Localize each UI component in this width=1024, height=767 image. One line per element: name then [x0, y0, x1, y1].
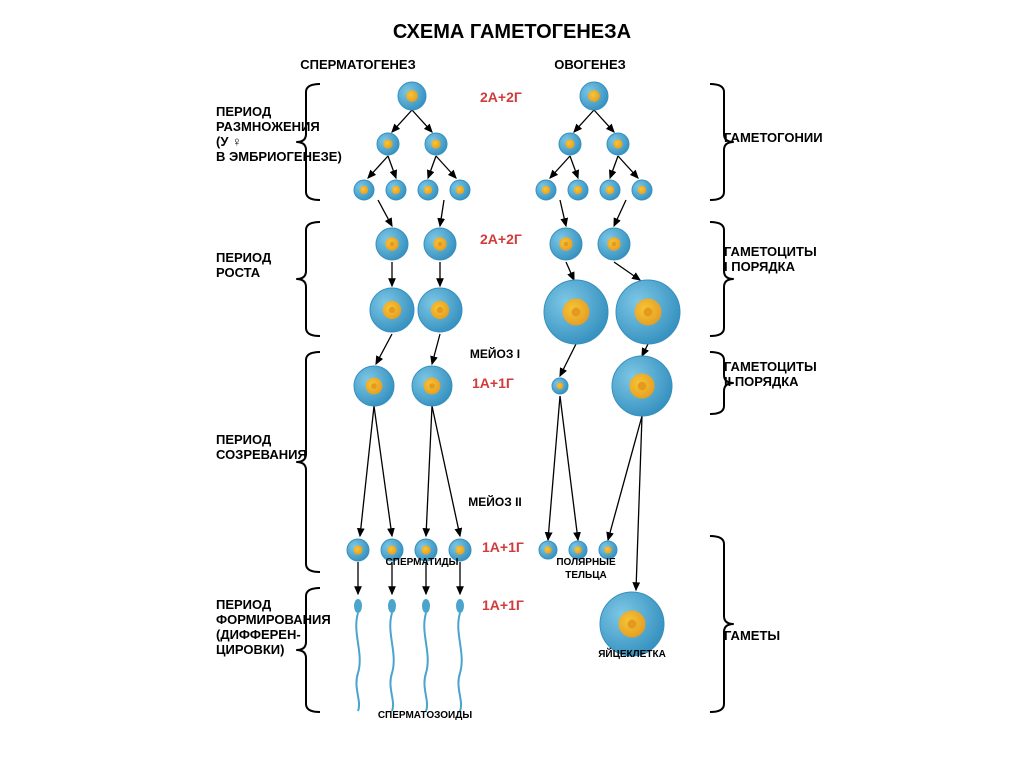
right-stage-label: ГАМЕТОЦИТЫII ПОРЯДКА [724, 360, 817, 390]
center-label: ТЕЛЬЦА [565, 570, 607, 582]
center-label: СПЕРМАТОЗОИДЫ [378, 710, 472, 722]
cell-icon [559, 133, 581, 155]
arrow [560, 200, 566, 226]
arrow [360, 406, 374, 536]
brace [710, 222, 734, 336]
arrow [376, 334, 392, 364]
cell-icon [418, 180, 438, 200]
left-period-label: ПЕРИОДРОСТА [216, 251, 271, 281]
cell-icon [544, 280, 608, 344]
center-label: СПЕРМАТИДЫ [386, 557, 459, 569]
cell-icon [632, 180, 652, 200]
center-label: МЕЙОЗ II [468, 496, 521, 510]
cell-icon [386, 180, 406, 200]
cell-icon [536, 180, 556, 200]
center-label: ПОЛЯРНЫЕ [556, 557, 615, 569]
arrow [428, 156, 436, 178]
arrow [368, 156, 388, 178]
arrow [392, 110, 412, 132]
cell-icon [376, 228, 408, 260]
cell-icon [600, 180, 620, 200]
cell-icon [616, 280, 680, 344]
cell-icon [580, 82, 608, 110]
left-period-label: ПЕРИОДРАЗМНОЖЕНИЯ(У ♀В ЭМБРИОГЕНЕЗЕ) [216, 105, 342, 165]
arrow [432, 334, 440, 364]
sperm-icon [388, 599, 396, 711]
ploidy-formula: 1А+1Г [482, 597, 524, 613]
cell-icon [450, 180, 470, 200]
arrow [436, 156, 456, 178]
cell-icon [412, 366, 452, 406]
cell-icon [398, 82, 426, 110]
cell-icon [607, 133, 629, 155]
sperm-icon [422, 599, 430, 711]
arrow [378, 200, 392, 226]
arrow [574, 110, 594, 132]
arrow [412, 110, 432, 132]
cell-icon [425, 133, 447, 155]
ploidy-formula: 2А+2Г [480, 231, 522, 247]
brace [710, 536, 734, 712]
diagram-title: СХЕМА ГАМЕТОГЕНЕЗА [0, 21, 1024, 44]
center-label: МЕЙОЗ I [470, 348, 520, 362]
cell-icon [354, 366, 394, 406]
right-stage-label: ГАМЕТОГОНИИ [724, 131, 823, 146]
arrow [608, 416, 642, 540]
sperm-icon [456, 599, 464, 711]
left-period-label: ПЕРИОДФОРМИРОВАНИЯ(ДИФФЕРЕН-ЦИРОВКИ) [216, 598, 331, 658]
arrow [642, 344, 648, 356]
arrow [440, 200, 444, 226]
cell-icon [552, 378, 568, 394]
ploidy-formula: 1А+1Г [482, 539, 524, 555]
arrow [550, 156, 570, 178]
ploidy-formula: 2А+2Г [480, 89, 522, 105]
arrow [610, 156, 618, 178]
cell-icon [354, 180, 374, 200]
arrow [618, 156, 638, 178]
cell-icon [598, 228, 630, 260]
sperm-icon [354, 599, 362, 711]
cell-icon [424, 228, 456, 260]
right-stage-label: ГАМЕТЫ [724, 629, 780, 644]
arrow [636, 416, 642, 590]
arrow [566, 262, 574, 280]
arrow [426, 406, 432, 536]
left-period-label: ПЕРИОДСОЗРЕВАНИЯ [216, 433, 307, 463]
cell-icon [600, 592, 664, 656]
cell-icon [550, 228, 582, 260]
cell-icon [418, 288, 462, 332]
arrow [560, 344, 576, 376]
brace [296, 222, 320, 336]
right-stage-label: ГАМЕТОЦИТЫI ПОРЯДКА [724, 245, 817, 275]
arrow [614, 262, 640, 280]
arrow [388, 156, 396, 178]
cell-icon [370, 288, 414, 332]
arrow [432, 406, 460, 536]
arrow [594, 110, 614, 132]
center-label: ЯЙЦЕКЛЕТКА [598, 649, 666, 661]
cell-icon [347, 539, 369, 561]
arrow [374, 406, 392, 536]
arrow [570, 156, 578, 178]
cell-icon [612, 356, 672, 416]
arrow [614, 200, 626, 226]
arrow [560, 396, 578, 540]
arrow [548, 396, 560, 540]
ploidy-formula: 1А+1Г [472, 375, 514, 391]
cell-icon [377, 133, 399, 155]
column-header-ovo: ОВОГЕНЕЗ [554, 58, 626, 73]
cell-icon [539, 541, 557, 559]
cell-icon [568, 180, 588, 200]
column-header-sperm: СПЕРМАТОГЕНЕЗ [300, 58, 415, 73]
